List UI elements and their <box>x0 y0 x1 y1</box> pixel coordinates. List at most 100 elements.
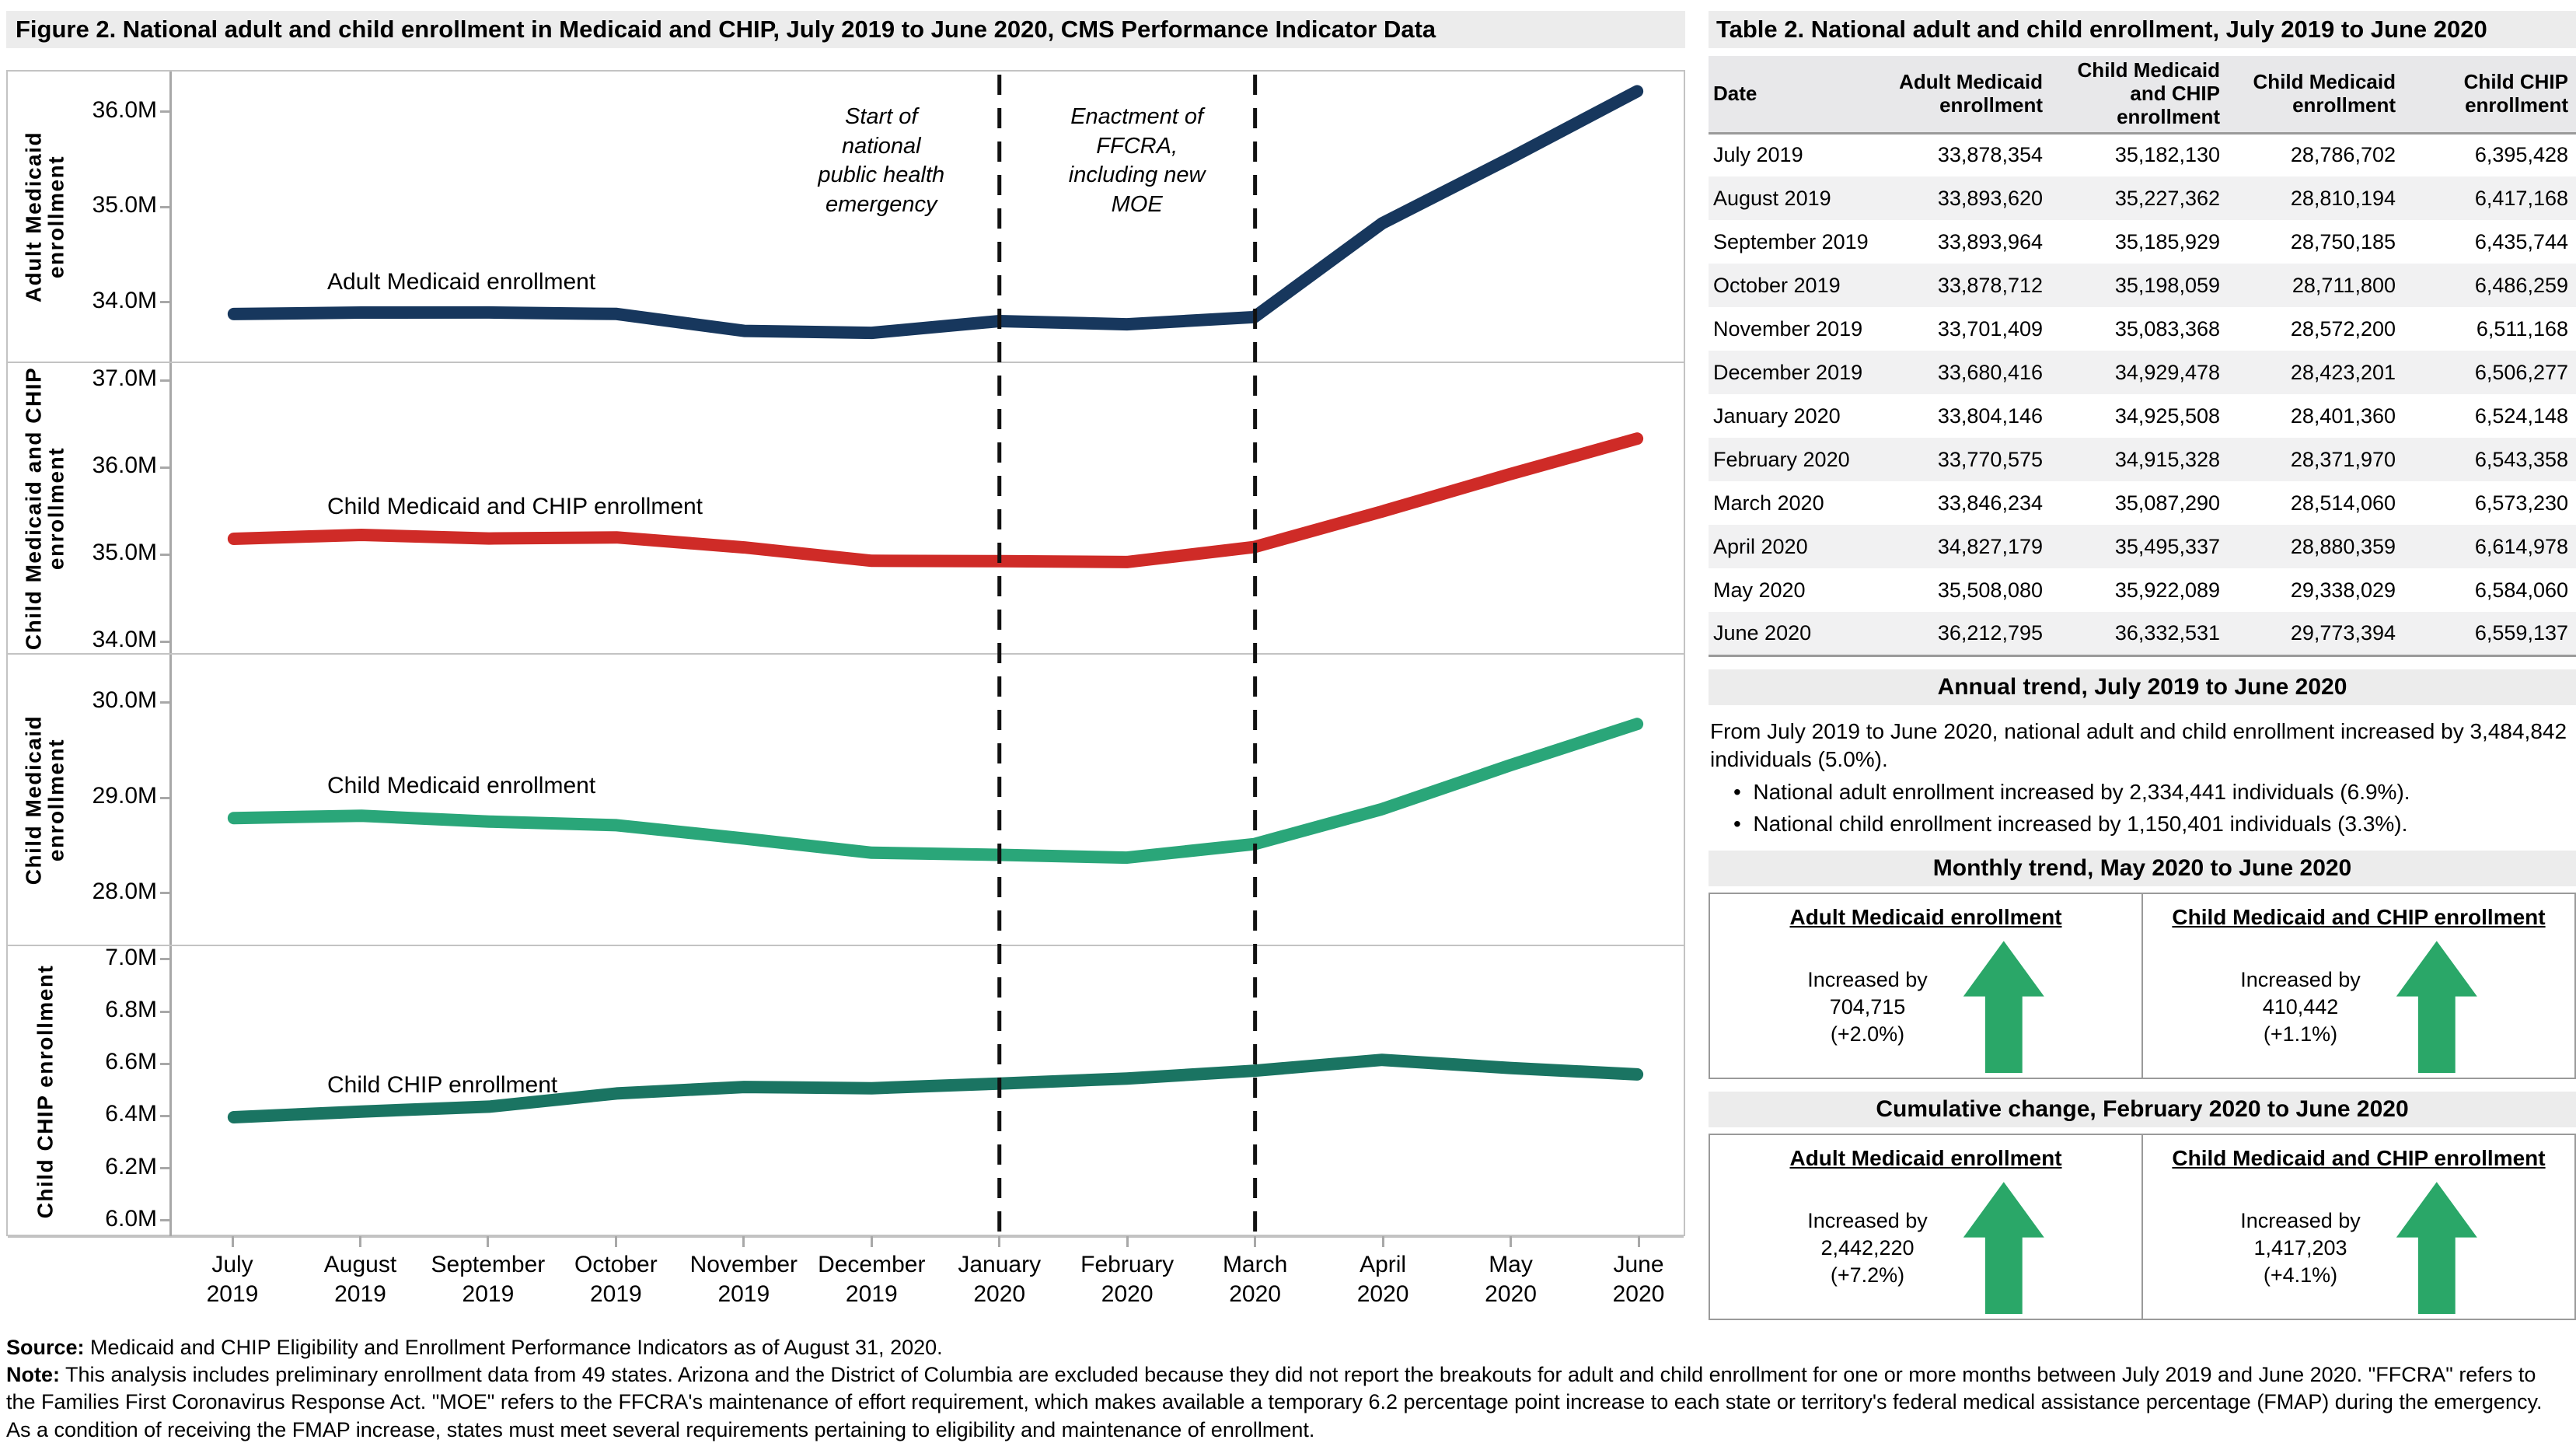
source-label: Source: <box>6 1336 85 1360</box>
y-axis: 34.0M 35.0M 36.0M <box>82 72 169 362</box>
table-row: March 2020 33,846,234 35,087,290 28,514,060… <box>1709 481 2576 525</box>
table-cell: 33,893,620 <box>1937 186 2043 210</box>
table-cell: September 2019 <box>1713 229 1869 253</box>
box-content: Increased by 2,442,220 (+7.2%) <box>1710 1179 2141 1317</box>
increase-text: Increased by 410,442 (+1.1%) <box>2240 966 2361 1048</box>
x-tick-label: February 2020 <box>1080 1252 1175 1307</box>
line-chart-svg <box>227 718 1644 865</box>
table-row: July 2019 33,878,354 35,182,130 28,786,702 6… <box>1709 133 2576 176</box>
table-cell: 36,212,795 <box>1937 620 2043 645</box>
y-tick-mark <box>160 1219 169 1222</box>
table-cell: 36,332,531 <box>2114 620 2220 645</box>
content-columns: Figure 2. National adult and child enrol… <box>6 6 2576 1321</box>
table-cell: 34,925,508 <box>2114 404 2220 428</box>
table-cell: 33,804,146 <box>1937 404 2043 428</box>
table-cell: 6,573,230 <box>2474 491 2568 515</box>
table-cell: 28,711,800 <box>2292 273 2396 297</box>
table-row: February 2020 33,770,575 34,915,328 28,371,… <box>1709 438 2576 482</box>
bullet-text: National adult enrollment increased by 2… <box>1753 780 2410 805</box>
y-axis-title: Child Medicaid and CHIP enrollment <box>8 363 82 653</box>
table-cell: 35,495,337 <box>2114 534 2220 558</box>
table-cell: July 2019 <box>1713 143 1803 167</box>
y-tick-mark <box>160 1010 169 1013</box>
x-tick-mark <box>1254 1236 1257 1247</box>
footer-notes: Source: Medicaid and CHIP Eligibility an… <box>6 1334 2570 1443</box>
y-tick-label: 35.0M <box>92 540 157 566</box>
y-tick-label: 34.0M <box>92 627 157 653</box>
y-axis-title: Adult Medicaid enrollment <box>8 72 82 362</box>
table-row: June 2020 36,212,795 36,332,531 29,773,394 6… <box>1709 612 2576 656</box>
table-cell: 28,786,702 <box>2290 143 2396 167</box>
increase-text: Increased by 2,442,220 (+7.2%) <box>1807 1207 1928 1289</box>
col-header-adult-medicaid: Adult Medicaid enrollment <box>1878 56 2051 134</box>
y-tick-mark <box>160 205 169 208</box>
x-tick-label: October 2019 <box>574 1252 658 1307</box>
x-tick-mark <box>742 1236 745 1247</box>
data-line <box>227 85 1644 340</box>
y-axis-title-text: Child CHIP enrollment <box>33 964 58 1218</box>
x-tick-mark <box>870 1236 873 1247</box>
table-cell: 6,417,168 <box>2474 186 2568 210</box>
monthly-child-box: Child Medicaid and CHIP enrollment Incre… <box>2141 894 2574 1078</box>
increase-percent: (+2.0%) <box>1830 1022 1905 1046</box>
y-tick-mark <box>160 301 169 304</box>
y-tick-label: 36.0M <box>92 96 157 123</box>
cumulative-change-header: Cumulative change, February 2020 to June… <box>1709 1092 2576 1128</box>
y-tick-label: 6.4M <box>105 1101 157 1127</box>
box-heading: Child Medicaid and CHIP enrollment <box>2172 905 2546 930</box>
event-annotation: Start of national public health emergenc… <box>818 104 945 218</box>
y-tick-mark <box>160 640 169 643</box>
chart-child-medicaid: Child Medicaid enrollment 28.0M 29.0M 30.0… <box>8 655 1684 946</box>
table-cell: 6,506,277 <box>2474 360 2568 384</box>
annual-trend-bullet: • National child enrollment increased by… <box>1733 811 2408 836</box>
table-cell: 28,750,185 <box>2290 229 2396 253</box>
increase-label: Increased by <box>1807 1208 1928 1232</box>
series-label: Adult Medicaid enrollment <box>327 268 596 295</box>
x-tick-label: June 2020 <box>1612 1252 1665 1307</box>
col-header-date: Date <box>1709 56 1878 134</box>
table-cell: 29,773,394 <box>2290 620 2396 645</box>
increase-amount: 1,417,203 <box>2253 1235 2347 1260</box>
source-text: Medicaid and CHIP Eligibility and Enroll… <box>84 1336 943 1360</box>
enrollment-table: Date Adult Medicaid enrollment Child Med… <box>1709 56 2576 657</box>
y-tick-label: 6.8M <box>105 997 157 1022</box>
x-tick-label: September 2019 <box>431 1252 546 1307</box>
box-heading: Adult Medicaid enrollment <box>1789 905 2062 930</box>
table-cell: 6,614,978 <box>2474 534 2568 558</box>
table-cell: 35,087,290 <box>2114 491 2220 515</box>
series-label: Child CHIP enrollment <box>327 1071 558 1098</box>
table-cell: 6,486,259 <box>2474 273 2568 297</box>
x-tick-mark <box>231 1236 234 1247</box>
table-cell: 34,929,478 <box>2114 360 2220 384</box>
table-cell: 35,922,089 <box>2114 578 2220 602</box>
y-tick-mark <box>160 796 169 799</box>
y-tick-label: 6.6M <box>105 1049 157 1075</box>
table-cell: 6,584,060 <box>2474 578 2568 602</box>
chart-child-chip: Child CHIP enrollment 6.0M 6.2M 6.4M 6.6M 6.… <box>8 945 1684 1238</box>
cumulative-child-box: Child Medicaid and CHIP enrollment Incre… <box>2141 1135 2574 1319</box>
table-cell: 33,878,354 <box>1937 143 2043 167</box>
table-cell: 35,198,059 <box>2114 273 2220 297</box>
x-tick-label: May 2020 <box>1485 1252 1537 1307</box>
increase-arrow-icon <box>2396 1182 2477 1315</box>
y-tick-mark <box>160 1167 169 1170</box>
y-tick-mark <box>160 1062 169 1065</box>
table-cell: October 2019 <box>1713 273 1841 297</box>
figure-title: Figure 2. National adult and child enrol… <box>6 11 1685 48</box>
table-cell: 28,514,060 <box>2290 491 2396 515</box>
plot-area: Child CHIP enrollment <box>169 946 1684 1236</box>
table-cell: 6,435,744 <box>2474 229 2568 253</box>
increase-amount: 704,715 <box>1829 994 1906 1018</box>
x-tick-label: December 2019 <box>818 1252 926 1307</box>
y-axis-title-text: Child Medicaid and CHIP enrollment <box>21 366 68 650</box>
table-cell: 28,401,360 <box>2290 404 2396 428</box>
x-axis: July 2019 August 2019 September 2019 October 20… <box>6 1236 1685 1320</box>
increase-label: Increased by <box>2240 967 2361 991</box>
x-tick-mark <box>614 1236 617 1247</box>
table-cell: 28,371,970 <box>2290 447 2396 471</box>
table-cell: 33,680,416 <box>1937 360 2043 384</box>
table-cell: 28,423,201 <box>2290 360 2396 384</box>
x-tick-mark <box>1637 1236 1640 1247</box>
table-cell: December 2019 <box>1713 360 1863 384</box>
